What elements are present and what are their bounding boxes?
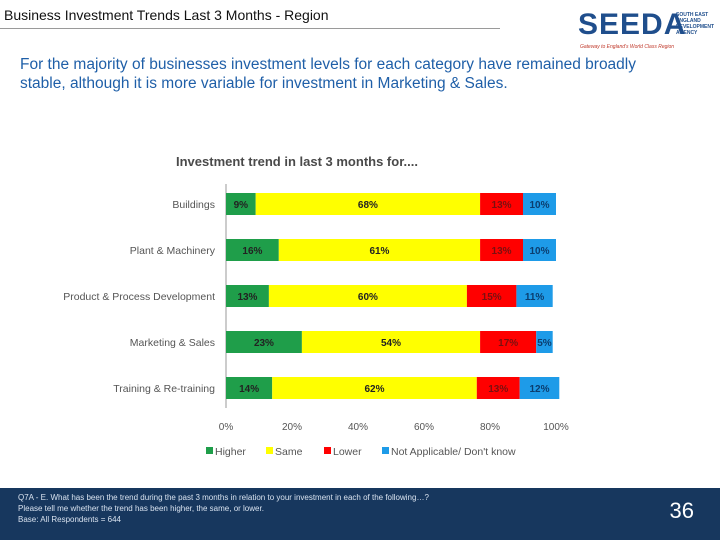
page-title: Business Investment Trends Last 3 Months… <box>4 7 329 23</box>
data-label: 10% <box>529 246 549 257</box>
lead-paragraph: For the majority of businesses investmen… <box>20 56 636 92</box>
x-tick-label: 20% <box>282 422 302 433</box>
data-label: 62% <box>364 384 384 395</box>
data-label: 9% <box>234 200 249 211</box>
bar-segment-same <box>278 239 481 261</box>
bar-segment-lower <box>480 193 523 215</box>
bar-segment-same <box>272 377 477 399</box>
bar-segment-not-applicable-don-t-know <box>519 377 560 399</box>
bar-segment-lower <box>480 331 537 353</box>
legend-swatch <box>382 447 389 454</box>
x-tick-label: 40% <box>348 422 368 433</box>
bar-segment-lower <box>480 239 523 261</box>
investment-trend-chart: Investment trend in last 3 months for...… <box>63 154 569 458</box>
category-label: Product & Process Development <box>63 291 215 303</box>
category-label: Plant & Machinery <box>130 245 216 257</box>
bar-segment-not-applicable-don-t-know <box>523 239 556 261</box>
bar-segment-not-applicable-don-t-know <box>516 285 553 307</box>
bar-segment-same <box>268 285 467 307</box>
data-label: 12% <box>529 384 549 395</box>
footer-notes: Q7A - E. What has been the trend during … <box>18 492 429 525</box>
data-label: 15% <box>482 292 502 303</box>
data-label: 68% <box>358 200 378 211</box>
bar-segment-same <box>301 331 481 353</box>
bar-segment-same <box>255 193 481 215</box>
data-label: 16% <box>242 246 262 257</box>
data-label: 23% <box>254 338 274 349</box>
bar-segment-lower <box>476 377 520 399</box>
x-tick-label: 0% <box>219 422 234 433</box>
x-tick-label: 80% <box>480 422 500 433</box>
page-number: 36 <box>669 498 694 523</box>
category-label: Training & Re-training <box>113 383 215 395</box>
question-text: Q7A - E. What has been the trend during … <box>18 493 429 502</box>
bar-segment-not-applicable-don-t-know <box>536 331 553 353</box>
bar-segment-lower <box>466 285 517 307</box>
legend-swatch <box>206 447 213 454</box>
category-label: Buildings <box>172 199 215 211</box>
header-divider <box>0 28 500 29</box>
data-label: 11% <box>525 292 545 303</box>
data-label: 54% <box>381 338 401 349</box>
legend-label: Same <box>275 446 303 458</box>
data-label: 13% <box>492 200 512 211</box>
data-label: 13% <box>492 246 512 257</box>
data-label: 5% <box>537 338 552 349</box>
bar-segment-not-applicable-don-t-know <box>523 193 556 215</box>
bar-segment-higher <box>226 377 273 399</box>
data-label: 13% <box>488 384 508 395</box>
data-label: 10% <box>529 200 549 211</box>
bar-segment-higher <box>226 193 256 215</box>
logo-org-name: SOUTH EAST ENGLAND DEVELOPMENT AGENCY <box>676 12 715 36</box>
data-label: 17% <box>498 338 518 349</box>
footer-bar: Q7A - E. What has been the trend during … <box>0 488 720 540</box>
logo-wordmark: SEEDA <box>578 8 687 41</box>
data-label: 14% <box>239 384 259 395</box>
category-label: Marketing & Sales <box>130 337 215 349</box>
base-text: Base: All Respondents = 644 <box>18 515 121 524</box>
legend-swatch <box>324 447 331 454</box>
legend-label: Lower <box>333 446 362 458</box>
legend-swatch <box>266 447 273 454</box>
bar-segment-higher <box>226 331 302 353</box>
chart-title: Investment trend in last 3 months for...… <box>176 154 418 169</box>
legend-label: Not Applicable/ Don't know <box>391 446 516 458</box>
data-label: 60% <box>358 292 378 303</box>
seeda-logo: SEEDA Gateway to England's World Class R… <box>578 8 718 52</box>
bar-segment-higher <box>226 239 279 261</box>
x-tick-label: 100% <box>543 422 569 433</box>
x-tick-label: 60% <box>414 422 434 433</box>
instruction-text: Please tell me whether the trend has bee… <box>18 504 264 513</box>
data-label: 61% <box>369 246 389 257</box>
bar-segment-higher <box>226 285 269 307</box>
data-label: 13% <box>237 292 257 303</box>
legend-label: Higher <box>215 446 246 458</box>
logo-tagline: Gateway to England's World Class Region <box>580 44 675 50</box>
